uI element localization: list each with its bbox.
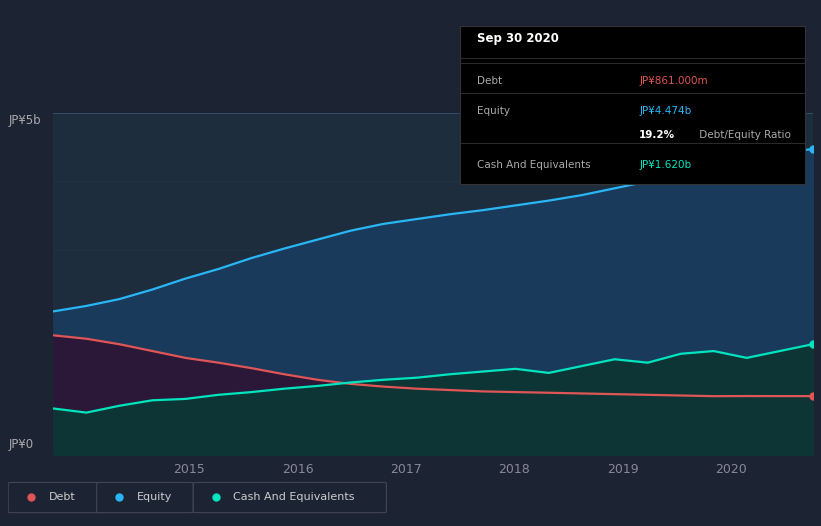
FancyBboxPatch shape: [8, 482, 105, 513]
Text: JP¥1.620b: JP¥1.620b: [639, 160, 691, 170]
Text: JP¥4.474b: JP¥4.474b: [639, 106, 691, 116]
Text: Sep 30 2020: Sep 30 2020: [477, 32, 559, 45]
Text: Debt: Debt: [48, 492, 76, 502]
Text: JP¥5b: JP¥5b: [8, 115, 41, 127]
Text: JP¥861.000m: JP¥861.000m: [639, 76, 708, 86]
Text: Debt/Equity Ratio: Debt/Equity Ratio: [696, 130, 791, 140]
Text: Equity: Equity: [477, 106, 510, 116]
FancyBboxPatch shape: [97, 482, 193, 513]
FancyBboxPatch shape: [193, 482, 387, 513]
Text: Cash And Equivalents: Cash And Equivalents: [477, 160, 590, 170]
Text: 19.2%: 19.2%: [639, 130, 675, 140]
Text: Debt: Debt: [477, 76, 502, 86]
Text: Equity: Equity: [137, 492, 172, 502]
Text: Cash And Equivalents: Cash And Equivalents: [233, 492, 355, 502]
Text: JP¥0: JP¥0: [8, 438, 34, 451]
